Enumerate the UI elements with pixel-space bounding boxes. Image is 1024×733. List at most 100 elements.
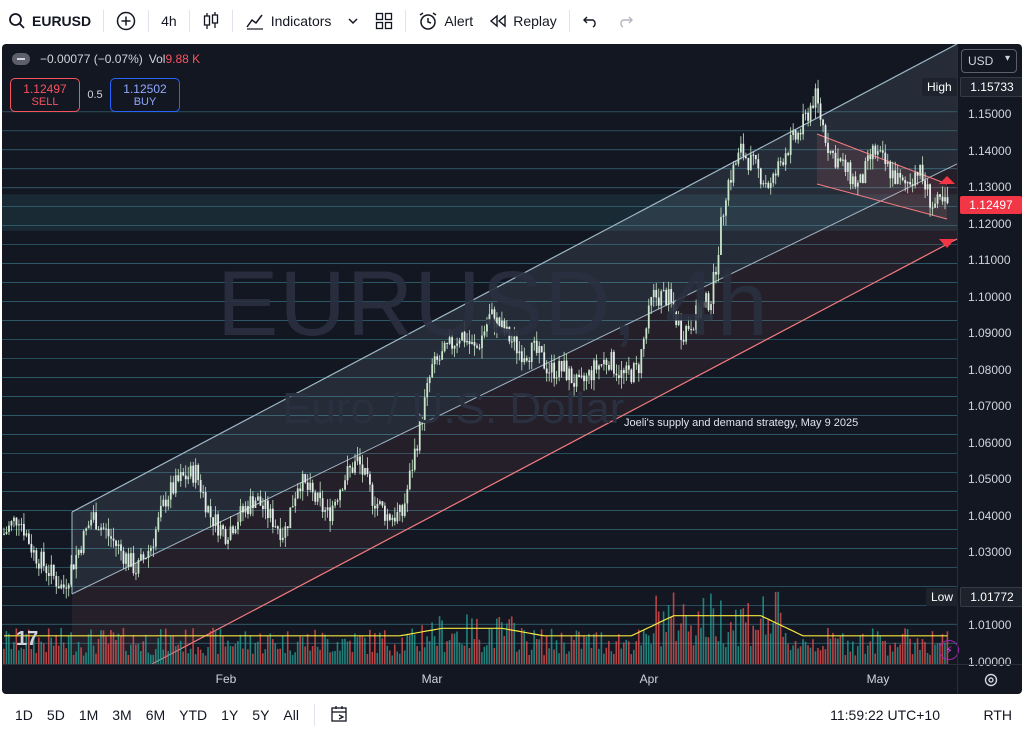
volume-bar bbox=[107, 643, 110, 664]
candle-body bbox=[67, 584, 70, 589]
candle-body bbox=[354, 461, 356, 473]
volume-bar bbox=[486, 645, 488, 664]
plot-area[interactable]: EURUSD, 4h Euro / U.S. Dollar Joeli's su… bbox=[2, 44, 959, 665]
buy-button[interactable]: 1.12502 BUY bbox=[110, 78, 180, 112]
redo-button[interactable] bbox=[608, 0, 642, 42]
chart-type-button[interactable] bbox=[194, 0, 228, 42]
volume-bar bbox=[364, 637, 366, 664]
volume-bar bbox=[446, 641, 448, 664]
volume-bar bbox=[784, 633, 787, 664]
volume-bar bbox=[926, 652, 929, 664]
goto-date-button[interactable] bbox=[323, 705, 357, 726]
indicators-dropdown[interactable] bbox=[339, 0, 367, 42]
candle-body bbox=[279, 528, 282, 540]
volume-moving-average bbox=[4, 615, 948, 637]
layouts-button[interactable] bbox=[367, 0, 401, 42]
candle-body bbox=[431, 364, 434, 378]
compare-button[interactable] bbox=[108, 0, 144, 42]
replay-button[interactable]: Replay bbox=[481, 0, 565, 42]
volume-label: Vol bbox=[148, 52, 166, 66]
candle-body bbox=[426, 383, 429, 398]
volume-bar bbox=[854, 655, 857, 664]
chart-pane[interactable]: EURUSD, 4h Euro / U.S. Dollar Joeli's su… bbox=[2, 44, 1022, 694]
volume-bar bbox=[349, 640, 351, 664]
candle-body bbox=[8, 525, 10, 532]
volume-bar bbox=[483, 646, 486, 664]
candle-body bbox=[374, 505, 376, 509]
candle-body bbox=[618, 375, 620, 379]
volume-bar bbox=[346, 641, 349, 664]
lightning-icon[interactable]: ⚡ bbox=[939, 640, 959, 660]
volume-bar bbox=[32, 637, 35, 664]
candle-body bbox=[194, 464, 197, 483]
clock[interactable]: 11:59:22 UTC+10 bbox=[830, 707, 940, 723]
chart-annotation[interactable]: Joeli's supply and demand strategy, May … bbox=[624, 417, 859, 429]
candle-body bbox=[769, 183, 772, 188]
volume-bar bbox=[324, 634, 326, 664]
volume-bar bbox=[316, 646, 319, 664]
time-axis[interactable]: Feb Mar Apr May bbox=[2, 664, 957, 694]
volume-bar bbox=[473, 638, 476, 664]
candle-body bbox=[371, 484, 374, 506]
down-channel-fill bbox=[817, 134, 947, 219]
volume-bar bbox=[553, 649, 555, 664]
price-axis[interactable]: USD ▾ 1.15733 1.12497 1.01772 1.15000 1.1… bbox=[957, 44, 1022, 669]
volume-bar bbox=[356, 637, 359, 664]
volume-bar bbox=[712, 608, 715, 664]
undo-button[interactable] bbox=[574, 0, 608, 42]
price-chart[interactable] bbox=[2, 44, 958, 665]
range-1y-button[interactable]: 1Y bbox=[221, 707, 239, 723]
volume-bar bbox=[25, 633, 28, 664]
volume-bar bbox=[237, 641, 239, 664]
candles-icon bbox=[203, 12, 218, 29]
candle-body bbox=[105, 528, 107, 530]
candle-body bbox=[286, 526, 289, 529]
alert-button[interactable]: Alert bbox=[410, 0, 481, 42]
volume-bar bbox=[588, 633, 590, 664]
candle-body bbox=[565, 360, 568, 381]
volume-bar bbox=[374, 633, 376, 664]
range-5y-button[interactable]: 5Y bbox=[252, 707, 270, 723]
session-button[interactable]: RTH bbox=[983, 707, 1012, 723]
volume-bar bbox=[675, 641, 677, 664]
range-5d-button[interactable]: 5D bbox=[46, 707, 65, 723]
range-all-button[interactable]: All bbox=[283, 707, 299, 723]
range-ytd-button[interactable]: YTD bbox=[179, 707, 208, 723]
volume-bar bbox=[197, 646, 199, 664]
volume-bar bbox=[371, 651, 374, 664]
volume-bar bbox=[680, 623, 682, 664]
volume-bar bbox=[832, 632, 834, 664]
range-1m-button[interactable]: 1M bbox=[78, 707, 99, 723]
interval-button[interactable]: 4h bbox=[153, 0, 185, 42]
range-3m-button[interactable]: 3M bbox=[112, 707, 132, 723]
chevron-down-icon bbox=[348, 18, 358, 25]
volume-bar bbox=[97, 638, 100, 664]
volume-bar bbox=[590, 647, 593, 664]
volume-bar bbox=[127, 654, 130, 664]
indicators-button[interactable]: Indicators bbox=[237, 0, 340, 42]
interval-label: 4h bbox=[161, 13, 177, 29]
eye-icon[interactable] bbox=[12, 53, 30, 65]
candle-body bbox=[257, 496, 259, 501]
candle-body bbox=[386, 514, 389, 521]
volume-bar bbox=[306, 634, 309, 664]
candle-body bbox=[744, 156, 747, 159]
volume-bars bbox=[3, 591, 949, 664]
candle-body bbox=[341, 489, 344, 491]
volume-bar bbox=[254, 642, 257, 664]
price-tick-label: 1.01000 bbox=[968, 618, 1012, 632]
volume-bar bbox=[829, 638, 832, 664]
candle-body bbox=[92, 512, 95, 520]
settings-corner[interactable] bbox=[957, 664, 1022, 694]
volume-bar bbox=[827, 627, 829, 664]
range-6m-button[interactable]: 6M bbox=[145, 707, 166, 723]
candle-body bbox=[600, 364, 603, 366]
sell-button[interactable]: 1.12497 SELL bbox=[10, 78, 80, 112]
candle-body bbox=[70, 564, 73, 585]
currency-selector[interactable]: USD ▾ bbox=[961, 49, 1017, 73]
candle-body bbox=[212, 517, 215, 527]
symbol-search-button[interactable]: EURUSD bbox=[0, 0, 99, 42]
volume-bar bbox=[135, 644, 137, 664]
range-1d-button[interactable]: 1D bbox=[15, 707, 33, 723]
candle-body bbox=[545, 368, 548, 374]
